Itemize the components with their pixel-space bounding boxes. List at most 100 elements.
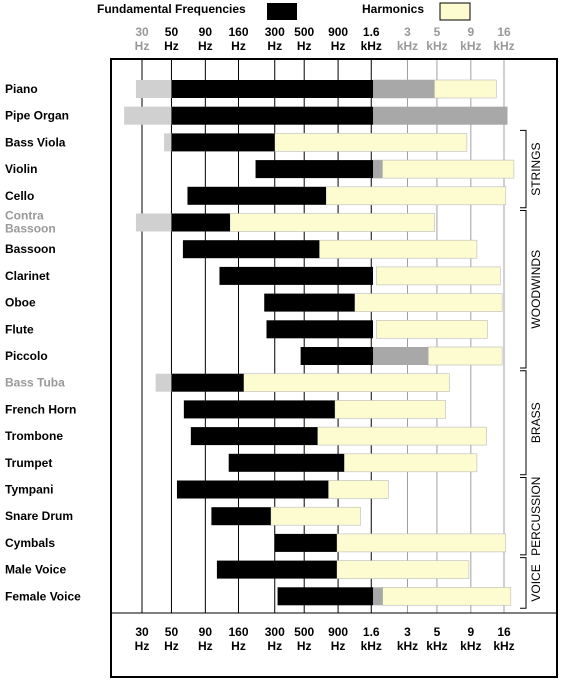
bar-fundamental bbox=[219, 266, 374, 285]
bar-fundamental bbox=[216, 560, 337, 579]
group-brackets: STRINGS WOODWINDS BRASS PERCUSSION VOICE bbox=[520, 129, 543, 609]
tick-label-bottom: 900 bbox=[328, 625, 348, 639]
bar-fundamental bbox=[182, 240, 320, 259]
tick-label-top: 160 bbox=[228, 25, 248, 39]
tick-label-top-unit: Hz bbox=[331, 39, 346, 53]
bar-fundamental bbox=[171, 106, 374, 125]
group-label: PERCUSSION bbox=[529, 477, 543, 556]
row-label: Female Voice bbox=[5, 589, 81, 603]
tick-label-bottom-unit: kHz bbox=[361, 639, 382, 653]
bar-fundamental bbox=[171, 373, 244, 392]
row-label: Male Voice bbox=[5, 563, 66, 577]
bar-extended-fundamental bbox=[135, 80, 172, 98]
row-label: Flute bbox=[5, 322, 34, 336]
tick-label-top: 9 bbox=[467, 25, 474, 39]
tick-label-bottom-unit: Hz bbox=[164, 639, 179, 653]
tick-label-bottom-unit: Hz bbox=[331, 639, 346, 653]
tick-label-top: 1.6 bbox=[363, 25, 380, 39]
bar-fundamental bbox=[228, 453, 345, 472]
tick-label-bottom: 90 bbox=[199, 625, 213, 639]
row-label: Contra Bassoon bbox=[5, 209, 56, 236]
bar-fundamental bbox=[176, 480, 329, 499]
bars bbox=[124, 79, 515, 606]
bar-harmonics bbox=[334, 400, 446, 419]
bar-harmonics bbox=[376, 319, 488, 339]
bar-fundamental bbox=[266, 320, 374, 339]
legend: Fundamental Frequencies Harmonics bbox=[97, 2, 471, 21]
tick-label-bottom-unit: kHz bbox=[460, 639, 481, 653]
tick-label-bottom: 5 bbox=[434, 625, 441, 639]
group-bracket bbox=[520, 477, 527, 556]
tick-label-top: 30 bbox=[135, 25, 149, 39]
tick-label-top-unit: Hz bbox=[164, 39, 179, 53]
group-bracket bbox=[520, 370, 527, 476]
bar-harmonics bbox=[274, 133, 468, 152]
tick-label-top: 90 bbox=[199, 25, 213, 39]
row-label: French Horn bbox=[5, 402, 76, 416]
group-label: BRASS bbox=[529, 402, 543, 443]
group-bracket bbox=[520, 557, 527, 609]
tick-label-bottom: 9 bbox=[467, 625, 474, 639]
bar-harmonics bbox=[319, 239, 478, 259]
bar-harmonics bbox=[243, 373, 450, 393]
tick-label-bottom: 50 bbox=[165, 625, 179, 639]
legend-fundamental-swatch bbox=[267, 3, 297, 20]
row-label: Trumpet bbox=[5, 456, 52, 470]
bar-fundamental bbox=[300, 347, 374, 365]
tick-label-bottom-unit: Hz bbox=[297, 639, 312, 653]
bar-harmonics bbox=[325, 186, 507, 206]
tick-label-top-unit: kHz bbox=[460, 39, 481, 53]
tick-label-top: 300 bbox=[265, 25, 285, 39]
tick-label-top: 5 bbox=[434, 25, 441, 39]
bar-harmonics bbox=[427, 346, 503, 366]
tick-label-bottom: 500 bbox=[294, 625, 314, 639]
tick-label-top: 3 bbox=[404, 25, 411, 39]
tick-label-top-unit: kHz bbox=[397, 39, 418, 53]
tick-label-bottom: 30 bbox=[135, 625, 149, 639]
legend-fundamental-label: Fundamental Frequencies bbox=[97, 2, 246, 16]
row-label: Piano bbox=[5, 82, 38, 96]
row-label: Bassoon bbox=[5, 242, 56, 256]
bar-harmonics bbox=[229, 213, 435, 232]
legend-harmonics-swatch bbox=[439, 2, 471, 21]
row-label: Snare Drum bbox=[5, 509, 73, 523]
bar-extended-harmonics bbox=[373, 80, 435, 98]
row-label: Oboe bbox=[5, 296, 36, 310]
bar-fundamental bbox=[171, 80, 374, 98]
bar-extended-harmonics bbox=[373, 347, 429, 365]
tick-label-bottom-unit: kHz bbox=[493, 639, 514, 653]
bar-fundamental bbox=[183, 400, 335, 419]
row-label: Clarinet bbox=[5, 269, 50, 283]
bar-harmonics bbox=[336, 560, 470, 579]
tick-label-top: 50 bbox=[165, 25, 179, 39]
bar-harmonics bbox=[343, 453, 478, 473]
row-label-line: Bassoon bbox=[5, 222, 56, 236]
tick-label-top: 500 bbox=[294, 25, 314, 39]
tick-label-top-unit: kHz bbox=[426, 39, 447, 53]
group-label: STRINGS bbox=[529, 142, 543, 195]
bar-extended-fundamental bbox=[124, 106, 172, 125]
legend-harmonics-label: Harmonics bbox=[362, 2, 424, 16]
bar-harmonics bbox=[372, 159, 515, 179]
row-label: Trombone bbox=[5, 429, 63, 443]
tick-label-bottom: 300 bbox=[265, 625, 285, 639]
bar-harmonics bbox=[317, 426, 487, 446]
bar-fundamental bbox=[274, 533, 337, 552]
bar-extended-harmonics bbox=[373, 587, 383, 606]
tick-label-bottom-unit: Hz bbox=[231, 639, 246, 653]
row-label: Cymbals bbox=[5, 536, 55, 550]
group-bracket bbox=[520, 129, 527, 209]
bar-fundamental bbox=[277, 587, 374, 606]
tick-label-bottom-unit: Hz bbox=[135, 639, 150, 653]
row-label: Pipe Organ bbox=[5, 109, 69, 123]
row-label-line: Contra bbox=[5, 209, 44, 223]
bar-fundamental bbox=[171, 213, 230, 232]
frame bbox=[110, 58, 558, 678]
tick-label-bottom-unit: kHz bbox=[397, 639, 418, 653]
row-labels: Piano Pipe Organ Bass Viola Violin Cello Cont… bbox=[5, 82, 81, 603]
group-label: WOODWINDS bbox=[529, 250, 543, 329]
tick-label-top-unit: kHz bbox=[493, 39, 514, 53]
bar-extended-fundamental bbox=[135, 213, 172, 232]
row-label: Piccolo bbox=[5, 349, 48, 363]
tick-label-top-unit: Hz bbox=[231, 39, 246, 53]
